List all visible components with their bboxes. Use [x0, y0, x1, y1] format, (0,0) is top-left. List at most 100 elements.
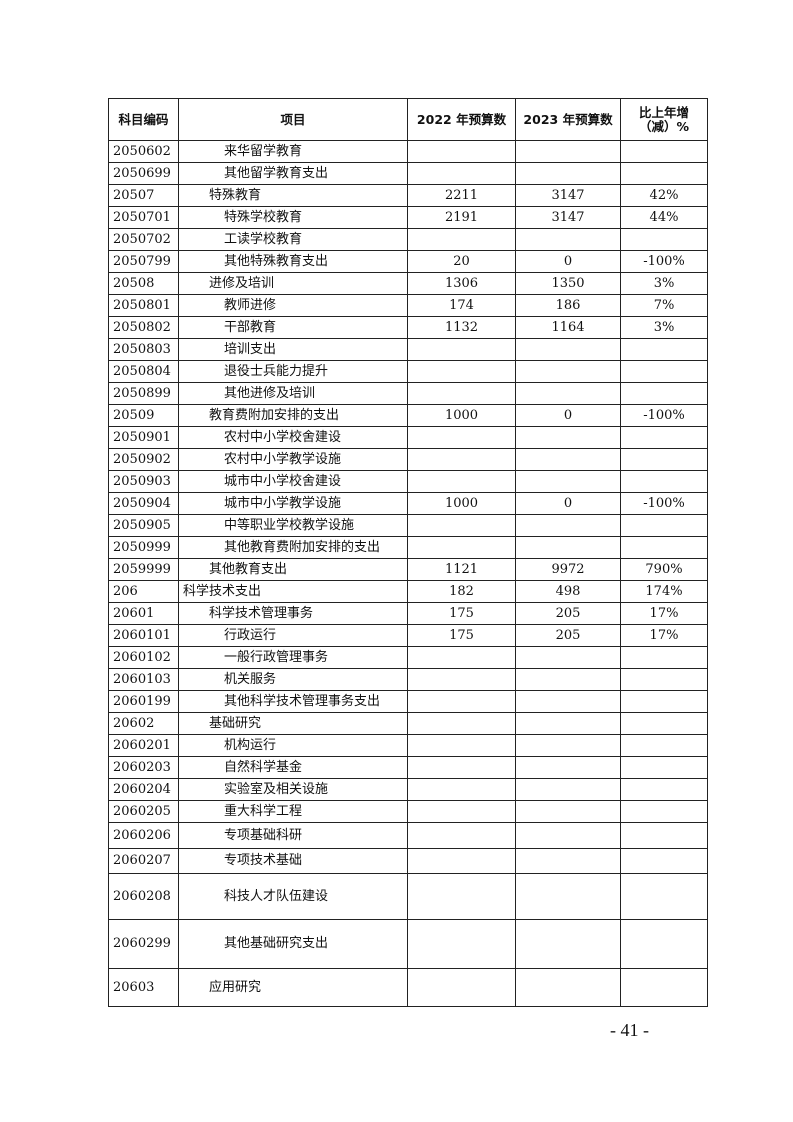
row-item: 其他教育支出 — [178, 558, 408, 581]
row-change — [620, 668, 708, 691]
row-2022 — [407, 968, 516, 1007]
row-change — [620, 140, 708, 163]
row-item: 其他进修及培训 — [178, 382, 408, 405]
table-row: 2050904 城市中小学教学设施 1000 0 -100% — [108, 492, 708, 515]
header-2023: 2023 年预算数 — [515, 98, 621, 141]
row-2022 — [407, 848, 516, 874]
row-2022: 1000 — [407, 492, 516, 515]
row-2022: 20 — [407, 250, 516, 273]
budget-table: 科目编码 项目 2022 年预算数 2023 年预算数 比上年增（减）% 205… — [108, 98, 708, 1007]
row-2022 — [407, 778, 516, 801]
table-row: 20602 基础研究 — [108, 712, 708, 735]
row-2023 — [515, 690, 621, 713]
row-2022 — [407, 712, 516, 735]
table-row: 2050699 其他留学教育支出 — [108, 162, 708, 185]
row-change — [620, 162, 708, 185]
table-row: 2060199 其他科学技术管理事务支出 — [108, 690, 708, 713]
row-2022 — [407, 514, 516, 537]
table-row: 2050901 农村中小学校舍建设 — [108, 426, 708, 449]
row-2022 — [407, 470, 516, 493]
row-2023 — [515, 228, 621, 251]
row-change — [620, 690, 708, 713]
table-row: 2050899 其他进修及培训 — [108, 382, 708, 405]
row-item: 基础研究 — [178, 712, 408, 735]
header-2022: 2022 年预算数 — [407, 98, 516, 141]
row-item: 其他基础研究支出 — [178, 919, 408, 969]
row-change — [620, 338, 708, 361]
row-item: 专项基础科研 — [178, 822, 408, 849]
table-row: 2050903 城市中小学校舍建设 — [108, 470, 708, 493]
row-2022 — [407, 668, 516, 691]
row-2023 — [515, 968, 621, 1007]
row-code: 2050902 — [108, 448, 179, 471]
row-item: 中等职业学校教学设施 — [178, 514, 408, 537]
row-item: 特殊教育 — [178, 184, 408, 207]
row-code: 206 — [108, 580, 179, 603]
row-2023: 3147 — [515, 184, 621, 207]
row-2023 — [515, 140, 621, 163]
row-change — [620, 448, 708, 471]
row-code: 2060101 — [108, 624, 179, 647]
row-2023: 498 — [515, 580, 621, 603]
table-row: 2050702 工读学校教育 — [108, 228, 708, 251]
row-code: 2050901 — [108, 426, 179, 449]
row-2022: 174 — [407, 294, 516, 317]
row-code: 2050905 — [108, 514, 179, 537]
row-2022 — [407, 228, 516, 251]
row-change: 42% — [620, 184, 708, 207]
row-2023: 0 — [515, 404, 621, 427]
row-item: 农村中小学教学设施 — [178, 448, 408, 471]
table-row: 2050701 特殊学校教育 2191 3147 44% — [108, 206, 708, 229]
page-number: - 41 - — [610, 1020, 649, 1040]
row-2022 — [407, 162, 516, 185]
row-code: 20508 — [108, 272, 179, 295]
table-row: 2060204 实验室及相关设施 — [108, 778, 708, 801]
row-item: 自然科学基金 — [178, 756, 408, 779]
row-code: 20507 — [108, 184, 179, 207]
header-item: 项目 — [178, 98, 408, 141]
row-2023: 186 — [515, 294, 621, 317]
row-code: 2060207 — [108, 848, 179, 874]
row-code: 2060208 — [108, 873, 179, 920]
row-2023 — [515, 162, 621, 185]
row-change — [620, 756, 708, 779]
table-row: 2050799 其他特殊教育支出 20 0 -100% — [108, 250, 708, 273]
table-row: 2059999 其他教育支出 1121 9972 790% — [108, 558, 708, 581]
row-code: 2050701 — [108, 206, 179, 229]
table-row: 20509 教育费附加安排的支出 1000 0 -100% — [108, 404, 708, 427]
row-item: 重大科学工程 — [178, 800, 408, 823]
row-change: 17% — [620, 624, 708, 647]
row-code: 2050899 — [108, 382, 179, 405]
row-change: 7% — [620, 294, 708, 317]
row-2023: 205 — [515, 624, 621, 647]
row-item: 特殊学校教育 — [178, 206, 408, 229]
row-change — [620, 968, 708, 1007]
row-item: 城市中小学教学设施 — [178, 492, 408, 515]
row-change — [620, 712, 708, 735]
row-item: 一般行政管理事务 — [178, 646, 408, 669]
row-item: 专项技术基础 — [178, 848, 408, 874]
row-code: 2050802 — [108, 316, 179, 339]
row-code: 2060103 — [108, 668, 179, 691]
row-item: 城市中小学校舍建设 — [178, 470, 408, 493]
row-change: 3% — [620, 316, 708, 339]
row-2022 — [407, 382, 516, 405]
row-item: 来华留学教育 — [178, 140, 408, 163]
row-change: -100% — [620, 404, 708, 427]
row-code: 20509 — [108, 404, 179, 427]
row-change — [620, 778, 708, 801]
row-2023: 1164 — [515, 316, 621, 339]
row-2023 — [515, 848, 621, 874]
row-change: 3% — [620, 272, 708, 295]
row-2022 — [407, 360, 516, 383]
row-2023 — [515, 778, 621, 801]
table-row: 2050802 干部教育 1132 1164 3% — [108, 316, 708, 339]
row-2023 — [515, 360, 621, 383]
row-2022 — [407, 822, 516, 849]
table-row: 2050602 来华留学教育 — [108, 140, 708, 163]
row-2022: 175 — [407, 602, 516, 625]
row-item: 科学技术支出 — [178, 580, 408, 603]
row-2022: 1121 — [407, 558, 516, 581]
row-code: 2060199 — [108, 690, 179, 713]
